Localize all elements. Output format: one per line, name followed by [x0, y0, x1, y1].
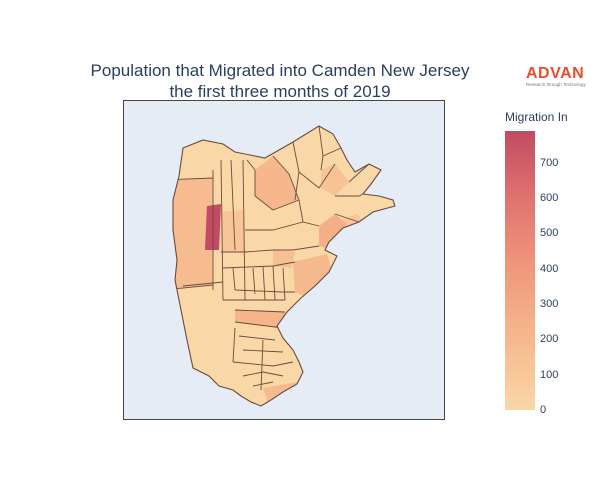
choropleth-map[interactable]: [123, 100, 445, 420]
region-west-adjacent[interactable]: [221, 210, 245, 252]
colorbar-tick-label: 300: [540, 298, 559, 311]
colorbar-tick-label: 600: [540, 192, 559, 205]
chart-title: Population that Migrated into Camden New…: [40, 60, 520, 102]
region-north-central[interactable]: [255, 156, 299, 210]
colorbar-tick-label: 0: [540, 404, 547, 416]
logo-tagline: Research through Technology: [526, 82, 586, 87]
title-line-2: the first three months of 2019: [169, 82, 391, 101]
colorbar-tick-label: 100: [540, 368, 559, 381]
advan-logo: ADVAN Research through Technology: [526, 66, 586, 88]
region-center-east[interactable]: [319, 214, 347, 250]
colorbar: [505, 131, 535, 410]
region-north-east-b[interactable]: [321, 164, 349, 196]
title-line-1: Population that Migrated into Camden New…: [90, 61, 470, 80]
colorbar-tick-label: 700: [540, 156, 559, 169]
district-borders: [173, 126, 370, 391]
colorbar-tick-label: 200: [540, 333, 559, 346]
legend-title: Migration In: [505, 110, 568, 124]
colorbar-tick-label: 500: [540, 227, 559, 240]
colorbar-tick-label: 400: [540, 262, 559, 275]
logo-wordmark: ADVAN: [526, 65, 585, 82]
region-center-c[interactable]: [273, 250, 295, 268]
